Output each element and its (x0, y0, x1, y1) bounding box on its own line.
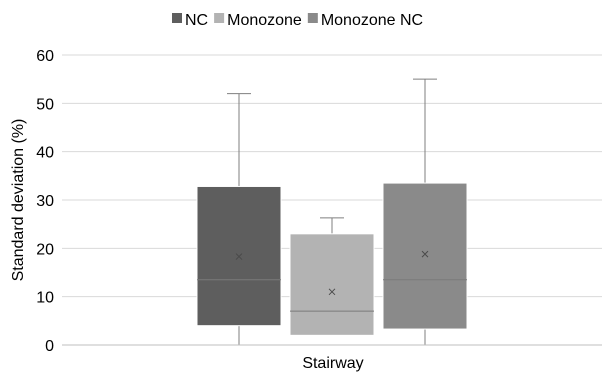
y-tick-label: 30 (36, 193, 54, 210)
gridlines (62, 54, 602, 298)
x-axis-ticks: Stairway (302, 355, 363, 372)
box-series (196, 78, 468, 345)
box-monozone (289, 217, 375, 336)
legend-swatch (307, 13, 318, 23)
y-tick-label: 20 (36, 241, 54, 258)
mean-marker (235, 253, 243, 260)
box-rect (289, 233, 375, 336)
y-tick-label: 0 (45, 338, 54, 355)
x-tick-label: Stairway (302, 355, 363, 372)
box-rect (196, 185, 282, 327)
box-monozone-nc (382, 78, 468, 345)
y-axis-title: Standard deviation (%) (10, 119, 27, 282)
legend-label: NC (185, 12, 208, 29)
legend-label: Monozone NC (321, 12, 423, 29)
y-tick-label: 40 (36, 145, 54, 162)
y-tick-label: 10 (36, 290, 54, 307)
mean-marker (328, 288, 336, 296)
legend-label: Monozone (227, 12, 302, 29)
box-nc (196, 93, 282, 345)
legend-swatch (172, 13, 182, 23)
y-tick-label: 60 (36, 48, 54, 65)
y-tick-label: 50 (36, 96, 54, 113)
mean-marker (421, 250, 429, 258)
legend-swatch (214, 13, 225, 23)
y-axis-ticks: 0 10 20 30 40 50 60 (36, 48, 54, 355)
legend: NC Monozone Monozone NC (172, 12, 423, 29)
box-rect (382, 182, 468, 330)
